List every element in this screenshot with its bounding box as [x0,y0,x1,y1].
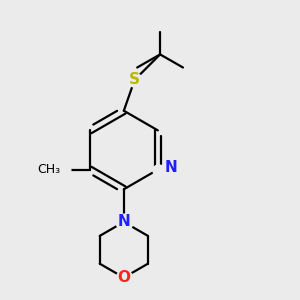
Text: CH₃: CH₃ [37,163,60,176]
Text: O: O [117,270,130,285]
Text: N: N [165,160,178,175]
Text: S: S [129,72,140,87]
Text: N: N [118,214,130,230]
